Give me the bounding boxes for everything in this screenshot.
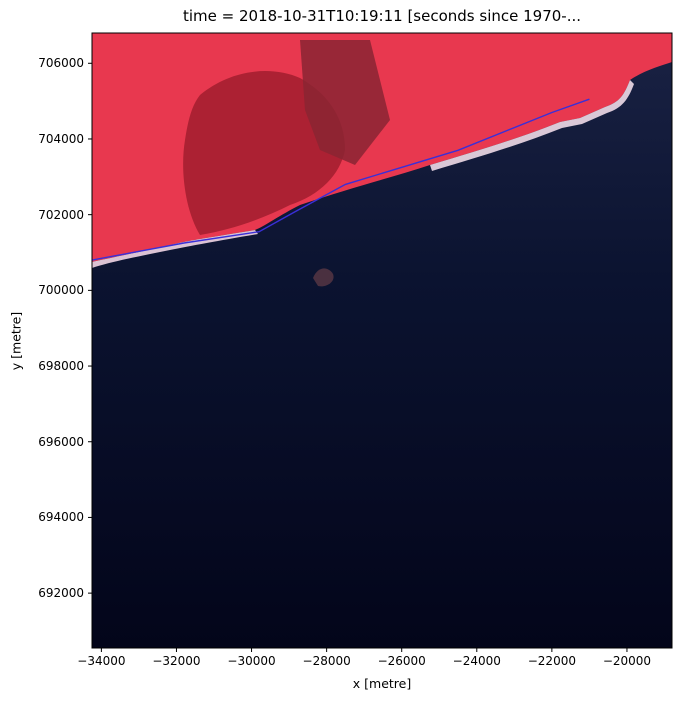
y-axis-label: y [metre] [8, 311, 24, 371]
y-tick-label: 702000 [38, 207, 84, 222]
figure-title: time = 2018-10-31T10:19:11 [seconds sinc… [182, 7, 582, 25]
y-tick-label: 706000 [38, 56, 84, 71]
axes-frame [91, 32, 673, 649]
x-tick-label: −26000 [377, 654, 426, 668]
lagoon-area [183, 71, 345, 235]
y-tick-label: 692000 [38, 586, 84, 601]
y-tick-label: 694000 [38, 510, 84, 525]
x-tick-label: −22000 [527, 654, 576, 668]
x-tick-label: −32000 [152, 654, 201, 668]
x-tick-label: −30000 [227, 654, 276, 668]
y-tick-label: 704000 [38, 131, 84, 146]
y-tick-label: 698000 [38, 359, 84, 374]
boundary-line [92, 98, 590, 261]
beach-strip-east [430, 80, 634, 171]
x-axis-label: x [metre] [352, 676, 412, 691]
beach-strip [92, 230, 258, 268]
small-island [313, 268, 334, 287]
field-patch [300, 40, 390, 165]
x-tick-label: −20000 [602, 654, 652, 668]
y-tick-label: 696000 [38, 434, 84, 449]
y-tick-label: 700000 [38, 283, 84, 298]
x-tick-label: −24000 [452, 654, 501, 668]
x-tick-label: −34000 [77, 654, 126, 668]
x-ticks [100, 648, 628, 652]
x-tick-label: −28000 [302, 654, 351, 668]
y-ticks [88, 62, 92, 594]
